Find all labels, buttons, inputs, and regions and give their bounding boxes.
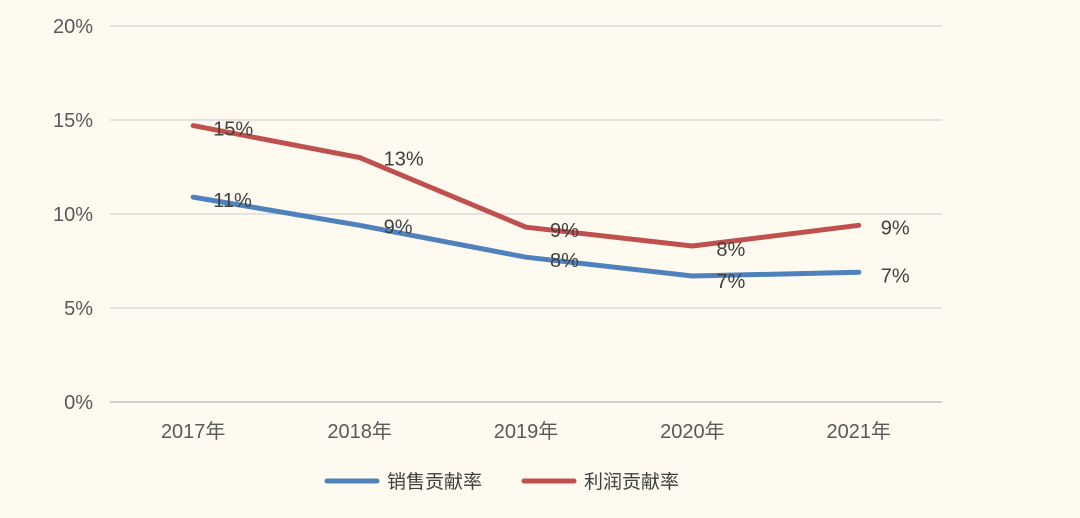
data-label: 9%: [881, 217, 910, 239]
data-label: 9%: [384, 216, 413, 238]
data-label: 7%: [716, 271, 745, 293]
legend-label: 销售贡献率: [387, 471, 482, 493]
data-label: 8%: [550, 250, 579, 272]
x-axis-ticks: 2017年 2018年 2019年 2020年 2021年: [161, 420, 891, 443]
y-tick-label: 15%: [53, 110, 93, 132]
x-tick-label: 2021年: [827, 420, 892, 443]
x-tick-label: 2019年: [494, 420, 559, 443]
x-tick-label: 2020年: [660, 420, 725, 443]
series-line-2: [190, 123, 862, 249]
data-label: 8%: [716, 239, 745, 261]
grid-layer: [110, 25, 942, 403]
legend: 销售贡献率 利润贡献率: [324, 471, 679, 493]
series-line-1: [190, 194, 862, 279]
y-tick-label: 10%: [53, 204, 93, 226]
data-labels: 11% 9% 8% 7% 7% 15% 13% 9% 8% 9%: [213, 119, 910, 293]
x-tick-label: 2018年: [327, 420, 392, 443]
data-label: 9%: [550, 220, 579, 242]
x-tick-label: 2017年: [161, 420, 226, 443]
y-tick-label: 5%: [64, 298, 93, 320]
data-label: 11%: [213, 190, 252, 212]
data-label: 7%: [881, 265, 910, 287]
data-label: 15%: [213, 119, 253, 141]
series-layer: [190, 123, 862, 279]
y-tick-label: 0%: [64, 392, 93, 414]
legend-label: 利润贡献率: [584, 471, 679, 493]
y-tick-label: 20%: [53, 16, 93, 38]
data-label: 13%: [384, 149, 424, 171]
y-axis-ticks: 0% 5% 10% 15% 20%: [53, 16, 93, 414]
